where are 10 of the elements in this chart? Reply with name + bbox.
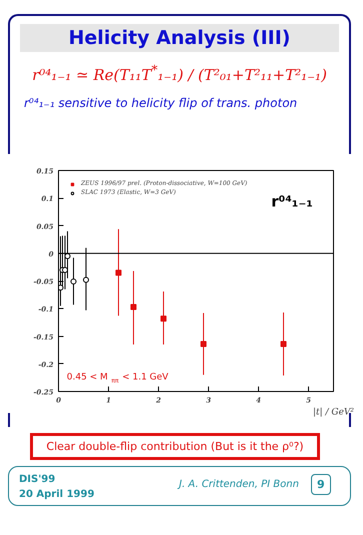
text: 20 April 1999 (19, 489, 94, 500)
annotation: r⁰⁴₁₋₁ (271, 192, 313, 210)
text: 9 (311, 474, 331, 495)
text: DIS'99 (19, 474, 56, 485)
text: Clear double-flip contribution (But is it the ρ⁰?) (30, 433, 320, 460)
text: r⁰⁴₁₋₁ ≃ Re(T₁₁T$^{*}$₁₋₁) / (T²₀₁+T²₁₁+T²₁₋₁) (31, 62, 328, 84)
chart-title: Helicity Analysis (III) (20, 24, 339, 52)
chart-subtitle: r⁰⁴₁₋₁ sensitive to helicity flip of trans. photon (24, 96, 298, 110)
x-axis-title: |t| / GeV² (312, 408, 354, 418)
text: J. A. Crittenden, PI Bonn (179, 479, 299, 490)
